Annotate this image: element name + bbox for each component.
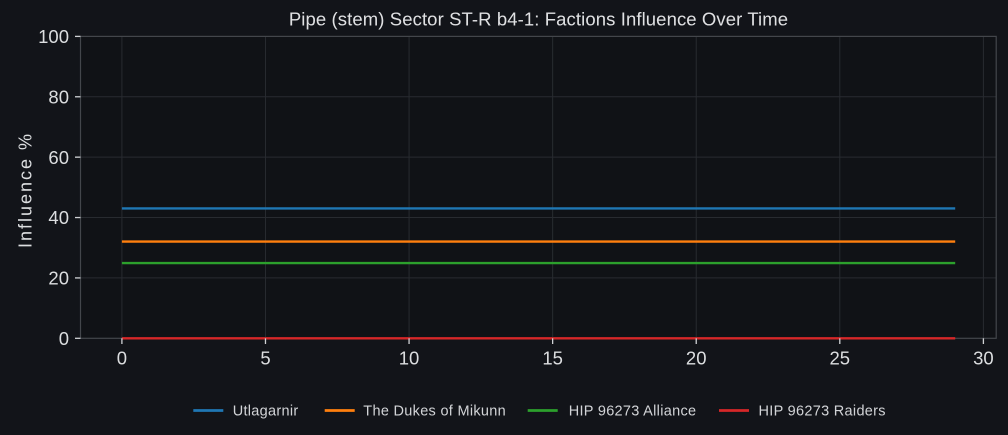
svg-text:0: 0: [59, 328, 69, 349]
svg-text:20: 20: [686, 347, 707, 368]
svg-text:40: 40: [48, 207, 69, 228]
svg-text:Influence %: Influence %: [16, 132, 36, 248]
svg-text:10: 10: [399, 347, 420, 368]
svg-text:0: 0: [117, 347, 127, 368]
svg-text:80: 80: [48, 86, 69, 107]
svg-text:60: 60: [48, 147, 69, 168]
svg-text:15: 15: [542, 347, 563, 368]
svg-text:20: 20: [48, 268, 69, 289]
svg-text:100: 100: [38, 26, 69, 47]
svg-text:5: 5: [260, 347, 270, 368]
svg-text:25: 25: [830, 347, 851, 368]
svg-text:Utlagarnir: Utlagarnir: [233, 404, 299, 420]
svg-text:HIP 96273 Raiders: HIP 96273 Raiders: [759, 404, 886, 420]
svg-text:HIP 96273 Alliance: HIP 96273 Alliance: [569, 404, 697, 420]
svg-text:Pipe (stem) Sector ST-R b4-1:: Pipe (stem) Sector ST-R b4-1: Factions I…: [289, 8, 788, 29]
svg-text:30: 30: [973, 347, 994, 368]
svg-text:The Dukes of Mikunn: The Dukes of Mikunn: [363, 404, 506, 420]
